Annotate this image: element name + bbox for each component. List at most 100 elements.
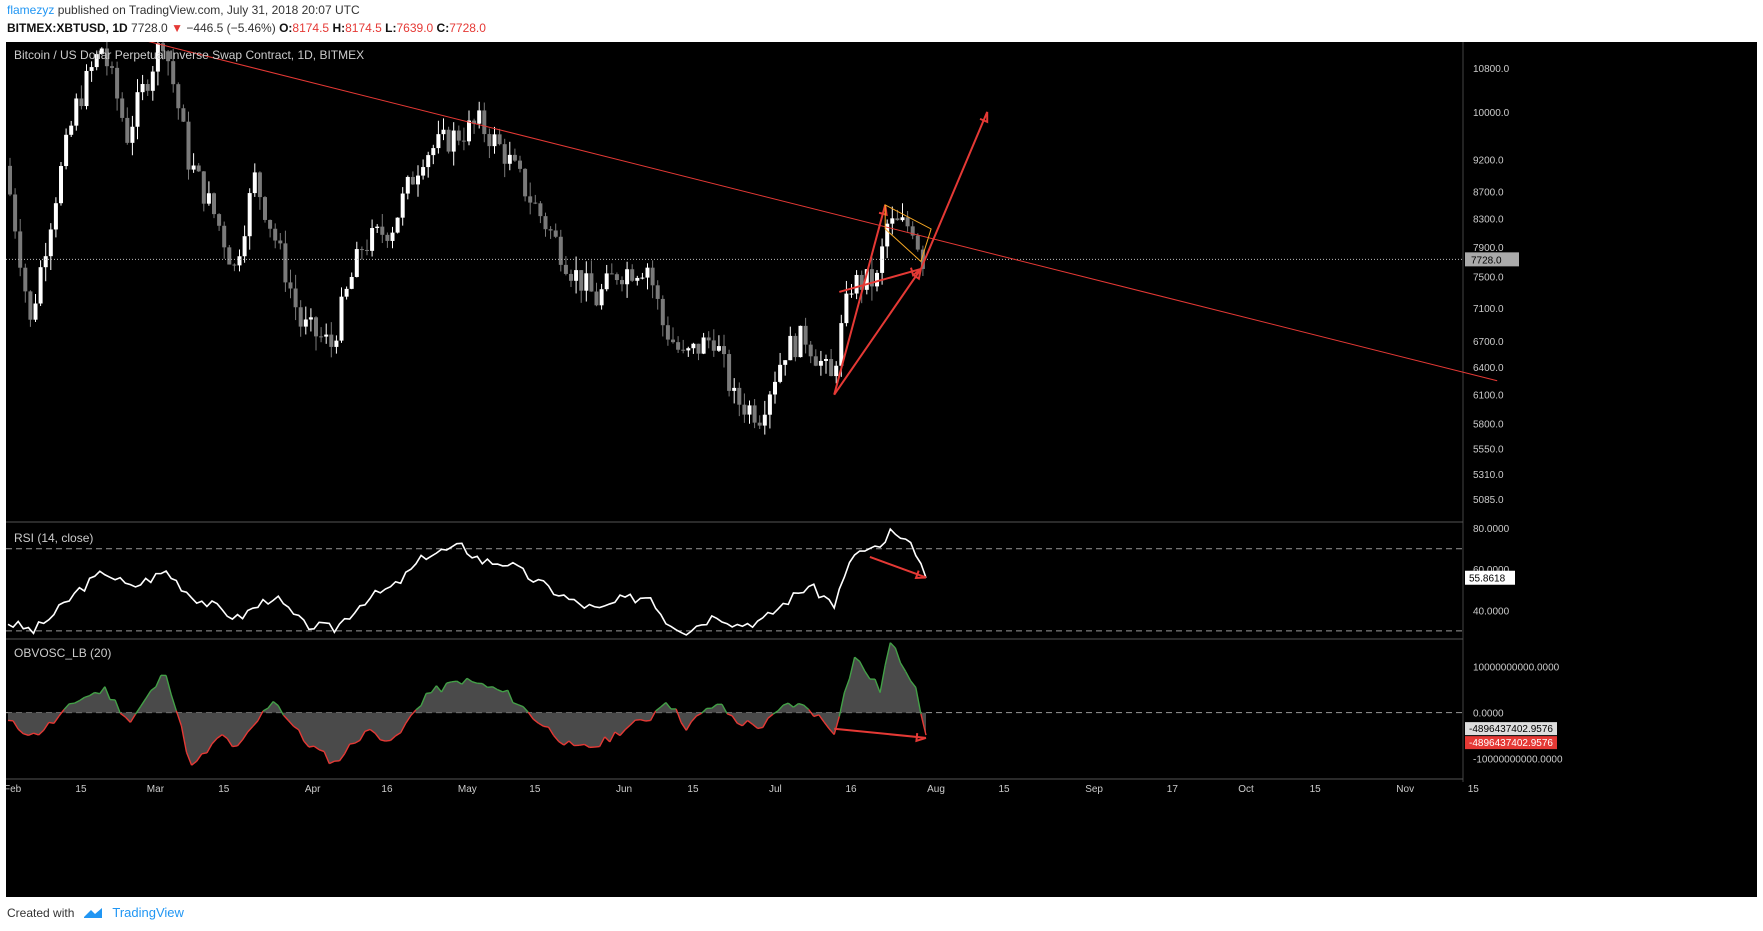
candle[interactable] <box>365 249 369 251</box>
candle[interactable] <box>875 272 879 287</box>
candle[interactable] <box>385 234 390 241</box>
author-link[interactable]: flamezyz <box>7 3 55 17</box>
candle[interactable] <box>614 274 619 281</box>
candle[interactable] <box>599 289 604 306</box>
candle[interactable] <box>115 67 120 99</box>
candle[interactable] <box>722 346 726 355</box>
candle[interactable] <box>635 277 640 281</box>
candle[interactable] <box>752 405 757 423</box>
candle[interactable] <box>191 165 196 170</box>
candle[interactable] <box>237 256 242 266</box>
candle[interactable] <box>915 235 920 250</box>
candle[interactable] <box>242 236 247 257</box>
candle[interactable] <box>206 193 211 204</box>
candle[interactable] <box>171 61 176 85</box>
candle[interactable] <box>563 264 568 274</box>
candle[interactable] <box>431 148 436 156</box>
candle[interactable] <box>604 273 609 290</box>
candle[interactable] <box>859 274 864 290</box>
candle[interactable] <box>630 269 635 281</box>
candle[interactable] <box>84 70 89 107</box>
candle[interactable] <box>757 422 762 426</box>
candle[interactable] <box>53 203 58 230</box>
candle[interactable] <box>69 125 74 135</box>
candle[interactable] <box>288 282 293 289</box>
candle[interactable] <box>155 43 160 72</box>
candle[interactable] <box>268 219 273 229</box>
candle[interactable] <box>181 108 186 122</box>
candle[interactable] <box>783 360 788 365</box>
candle[interactable] <box>375 226 380 229</box>
candle[interactable] <box>217 214 222 226</box>
candle[interactable] <box>502 144 507 164</box>
candle[interactable] <box>747 405 752 415</box>
candle[interactable] <box>110 66 114 68</box>
candle[interactable] <box>38 267 43 304</box>
candle[interactable] <box>492 134 497 147</box>
candle[interactable] <box>477 110 482 124</box>
candle[interactable] <box>461 140 466 142</box>
candle[interactable] <box>905 217 910 227</box>
candle[interactable] <box>222 225 227 248</box>
candle[interactable] <box>359 249 364 251</box>
candle[interactable] <box>145 84 150 91</box>
candle[interactable] <box>767 394 772 415</box>
candle[interactable] <box>380 226 385 235</box>
candle[interactable] <box>676 342 681 350</box>
candle[interactable] <box>890 218 895 224</box>
candle[interactable] <box>273 228 278 241</box>
candle[interactable] <box>818 360 823 366</box>
candle[interactable] <box>671 339 675 343</box>
candle[interactable] <box>711 340 716 351</box>
candle[interactable] <box>247 193 252 237</box>
candle[interactable] <box>788 335 793 361</box>
candle[interactable] <box>574 270 579 281</box>
candle[interactable] <box>584 273 589 291</box>
candle[interactable] <box>125 117 130 143</box>
candle[interactable] <box>507 154 512 164</box>
candle[interactable] <box>864 269 869 290</box>
candle[interactable] <box>59 166 63 204</box>
candle[interactable] <box>329 334 334 347</box>
candle[interactable] <box>854 274 859 294</box>
candle[interactable] <box>650 267 655 286</box>
candle[interactable] <box>472 120 477 124</box>
candle[interactable] <box>778 364 783 382</box>
candle[interactable] <box>405 176 410 194</box>
candle[interactable] <box>370 228 375 251</box>
candle[interactable] <box>196 165 201 172</box>
candle[interactable] <box>742 404 747 415</box>
candle[interactable] <box>130 126 135 143</box>
candle[interactable] <box>528 196 533 203</box>
candle[interactable] <box>497 134 502 145</box>
candle[interactable] <box>620 280 624 285</box>
candle[interactable] <box>334 340 339 347</box>
candle[interactable] <box>609 273 614 275</box>
candle[interactable] <box>314 317 318 337</box>
obv-pane[interactable]: 10000000000.0000 0.0000 -10000000000.0000 -… <box>6 638 1563 766</box>
candle[interactable] <box>99 48 104 55</box>
candle[interactable] <box>74 98 79 126</box>
candle[interactable] <box>665 325 670 340</box>
candle[interactable] <box>569 273 573 281</box>
candle[interactable] <box>283 243 288 283</box>
candle[interactable] <box>793 335 798 358</box>
candle[interactable] <box>523 168 528 197</box>
candle[interactable] <box>762 414 767 426</box>
candle[interactable] <box>166 51 171 62</box>
price-pane[interactable]: 10800.0 10000.0 9200.0 8700.0 8300.0 7900.0 75… <box>6 42 1519 782</box>
candle[interactable] <box>640 277 645 279</box>
candle[interactable] <box>176 84 181 109</box>
candle[interactable] <box>94 54 99 68</box>
candle[interactable] <box>895 218 900 221</box>
candle[interactable] <box>773 381 777 395</box>
candle[interactable] <box>48 229 53 257</box>
candle[interactable] <box>416 175 420 185</box>
candle[interactable] <box>140 84 145 93</box>
candle[interactable] <box>512 154 517 161</box>
candle[interactable] <box>645 267 650 278</box>
candle[interactable] <box>161 43 165 52</box>
candle[interactable] <box>441 129 446 135</box>
candle[interactable] <box>737 387 742 405</box>
candle[interactable] <box>518 160 522 169</box>
